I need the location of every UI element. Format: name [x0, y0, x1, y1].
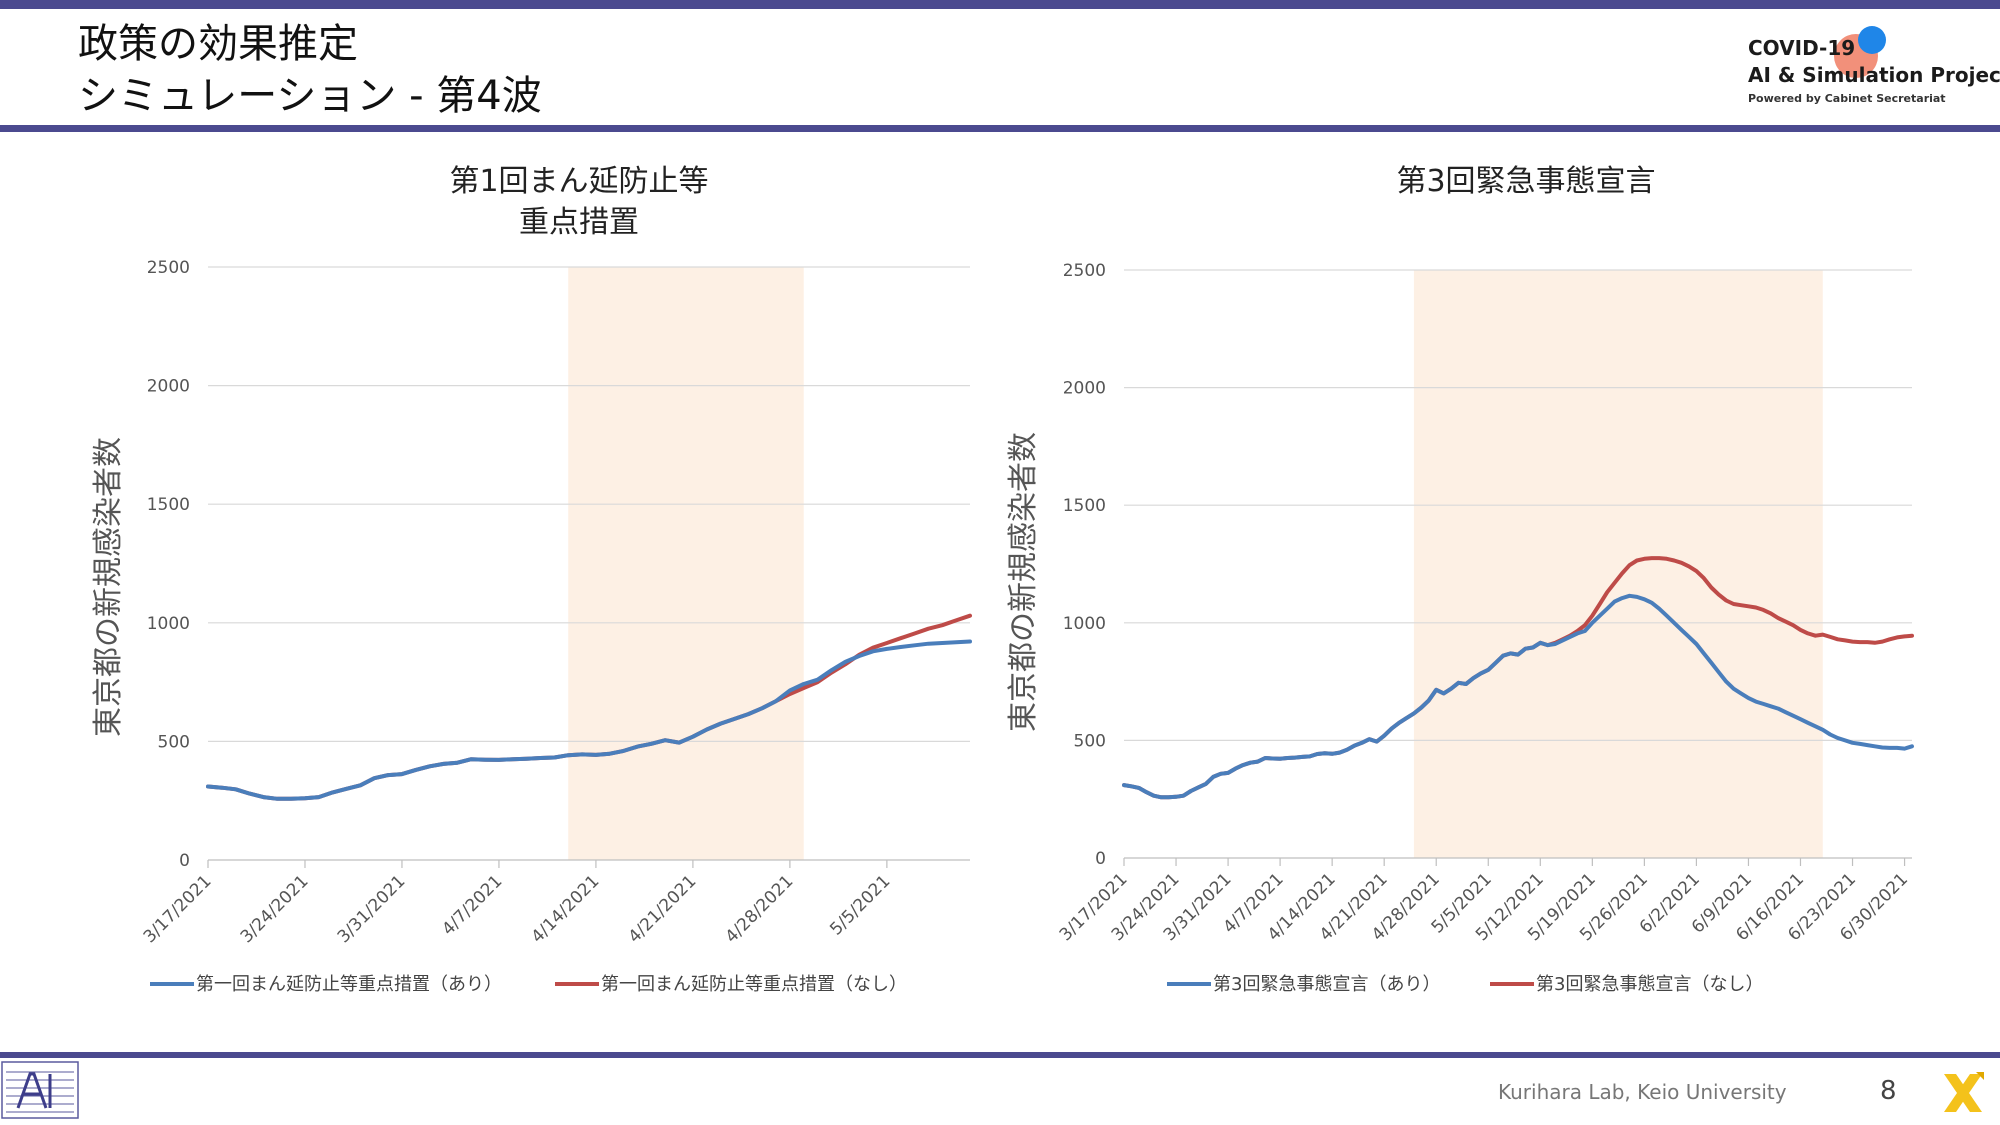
y-axis-label: 東京都の新規感染者数	[1006, 432, 1041, 732]
logo-line3: Powered by Cabinet Secretariat	[1748, 92, 1946, 105]
legend-label: 第3回緊急事態宣言（なし）	[1536, 974, 1763, 995]
project-logo: COVID-19 AI & Simulation Project Powered…	[1740, 22, 2000, 112]
lab-logo-icon	[1, 1061, 79, 1119]
x-tick-label: 3/17/2021	[140, 871, 216, 947]
x-tick-label: 3/31/2021	[334, 871, 410, 947]
x-tick-label: 4/14/2021	[528, 871, 604, 947]
y-tick-label: 2000	[147, 377, 190, 397]
y-axis-label: 東京都の新規感染者数	[91, 437, 126, 737]
y-tick-label: 2000	[1063, 379, 1106, 399]
y-tick-label: 0	[1095, 849, 1106, 869]
footer-divider-bar	[0, 1052, 2000, 1058]
policy-period-shade	[1413, 270, 1823, 858]
y-tick-label: 1500	[1063, 496, 1106, 516]
series-line-with-measure	[206, 639, 972, 801]
x-tick-label: 3/24/2021	[237, 871, 313, 947]
y-tick-label: 2500	[1063, 261, 1106, 281]
y-tick-label: 500	[1074, 731, 1106, 751]
chart-title-line: 第1回まん延防止等	[449, 164, 708, 199]
x-tick-label: 4/28/2021	[722, 871, 798, 947]
chart-title-line: 重点措置	[519, 205, 639, 240]
y-tick-label: 1000	[1063, 614, 1106, 634]
y-tick-label: 1500	[147, 495, 190, 515]
top-accent-bar	[0, 0, 2000, 9]
logo-line2: AI & Simulation Project	[1748, 63, 2000, 87]
x-tick-label: 4/7/2021	[438, 871, 506, 939]
legend-label: 第3回緊急事態宣言（あり）	[1213, 974, 1440, 995]
logo-line1: COVID-19	[1748, 36, 1856, 60]
series-line-with-measure	[1122, 593, 1914, 800]
footer-lab-name: Kurihara Lab, Keio University	[1498, 1080, 1787, 1104]
policy-period-shade	[568, 267, 804, 860]
legend-label: 第一回まん延防止等重点措置（あり）	[196, 974, 502, 995]
legend-label: 第一回まん延防止等重点措置（なし）	[601, 974, 907, 995]
x-tick-label: 5/5/2021	[826, 871, 894, 939]
y-tick-label: 0	[179, 851, 190, 871]
x-brand-icon	[1944, 1072, 1984, 1112]
slide-title-line2: シミュレーション - 第4波	[78, 73, 542, 119]
x-tick-label: 4/21/2021	[625, 871, 701, 947]
logo-blue-dot-icon	[1858, 26, 1886, 54]
slide-title: 政策の効果推定 シミュレーション - 第4波	[78, 18, 542, 122]
y-tick-label: 1000	[147, 614, 190, 634]
y-tick-label: 2500	[147, 258, 190, 278]
chart-title-line: 第3回緊急事態宣言	[1396, 164, 1655, 199]
header-divider-bar	[0, 125, 2000, 132]
y-tick-label: 500	[158, 732, 190, 752]
chart-right: 第3回緊急事態宣言050010001500200025003/17/20213/…	[1006, 164, 1914, 995]
slide-title-line1: 政策の効果推定	[78, 21, 358, 67]
page-number: 8	[1880, 1076, 1897, 1106]
